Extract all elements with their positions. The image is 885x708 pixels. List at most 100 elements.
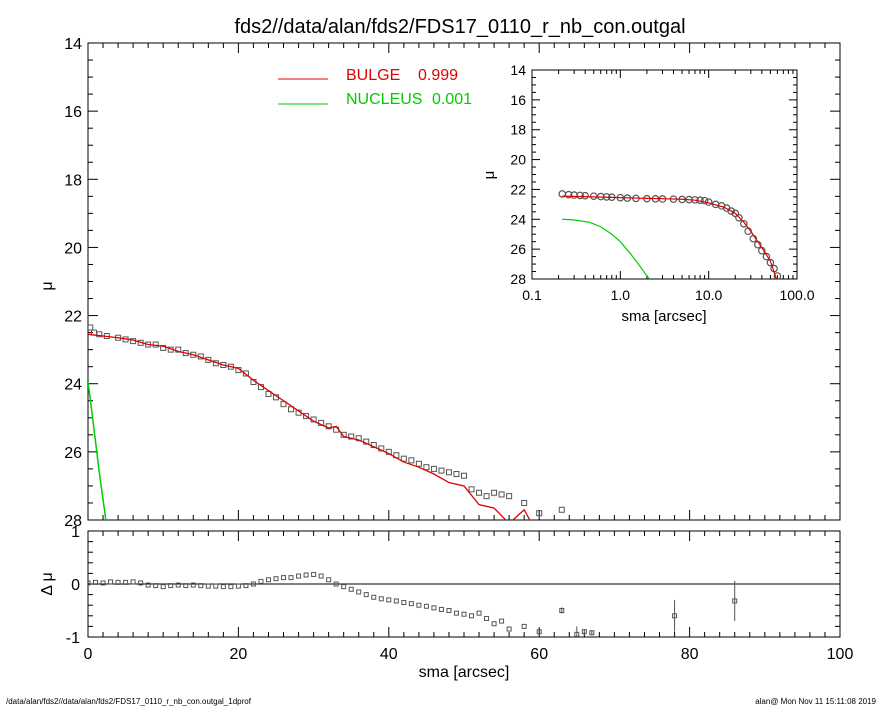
- main-data-point: [642, 523, 647, 528]
- inset-ytick-label: 18: [510, 122, 526, 138]
- inset-xtick-label: 0.1: [522, 287, 542, 303]
- inset-ytick-label: 26: [510, 241, 526, 257]
- residual-xtick-label: 100: [827, 646, 854, 663]
- main-ytick-label: 22: [64, 309, 82, 326]
- residual-point: [461, 611, 467, 617]
- inset-ytick-label: 22: [510, 181, 526, 197]
- residual-point: [408, 601, 414, 607]
- residual-point: [123, 579, 129, 585]
- inset-data-point: [727, 207, 736, 215]
- residual-point: [589, 630, 595, 636]
- inset-data-point: [740, 219, 748, 228]
- legend-bulge-name: BULGE: [346, 67, 400, 84]
- main-data-point: [521, 499, 528, 506]
- main-data-point: [415, 460, 422, 467]
- main-data-point: [348, 433, 355, 440]
- residual-point: [250, 581, 256, 587]
- main-ytick-label: 24: [64, 377, 82, 394]
- residual-xlabel: sma [arcsec]: [419, 664, 510, 681]
- residual-point: [401, 600, 407, 606]
- main-data-point: [88, 324, 94, 331]
- main-data-point: [430, 465, 437, 472]
- main-data-point: [498, 491, 505, 498]
- main-ytick-label: 16: [64, 104, 82, 121]
- main-ytick-label: 18: [64, 172, 82, 189]
- residual-point: [672, 613, 678, 619]
- inset-data-point: [589, 192, 598, 200]
- residual-plot: 10-10 20 40 60 80 100 Δ μ sma [arcsec]: [39, 524, 853, 681]
- residual-point: [506, 626, 512, 632]
- inset-data-point: [731, 209, 740, 218]
- residual-point: [318, 573, 324, 579]
- residual-point: [145, 582, 151, 588]
- legend-nucleus-name: NUCLEUS: [346, 91, 422, 108]
- legend-bulge-value: 0.999: [418, 67, 458, 84]
- main-data-point: [423, 464, 430, 471]
- main-data-point: [303, 413, 310, 420]
- residual-point: [288, 575, 294, 581]
- main-data-point: [476, 489, 483, 496]
- residual-point: [168, 583, 174, 589]
- residual-point: [453, 610, 459, 616]
- main-data-point: [340, 431, 347, 438]
- residual-point: [521, 623, 527, 629]
- residual-point: [138, 580, 144, 586]
- main-ytick-label: 28: [64, 513, 82, 530]
- residual-point: [160, 584, 166, 590]
- chart-title: fds2//data/alan/fds2/FDS17_0110_r_nb_con…: [234, 16, 685, 38]
- inset-bulge-line: [562, 195, 778, 279]
- residual-point: [265, 577, 271, 583]
- main-data-point: [400, 455, 407, 462]
- main-ytick-label: 26: [64, 445, 82, 462]
- residual-point: [536, 629, 542, 635]
- inset-data-point: [581, 191, 589, 200]
- residual-point: [491, 621, 497, 627]
- residual-point: [108, 579, 114, 585]
- residual-point: [190, 582, 196, 588]
- residual-point: [153, 583, 159, 589]
- residual-point: [499, 618, 505, 624]
- main-data-point: [288, 406, 295, 413]
- residual-point: [378, 596, 384, 602]
- residual-point: [183, 583, 189, 589]
- main-data-point: [491, 489, 498, 496]
- residual-ytick-label: -1: [66, 630, 80, 647]
- residual-point: [393, 598, 399, 604]
- main-data-point: [483, 493, 490, 500]
- residual-point: [581, 629, 587, 635]
- residual-point: [100, 580, 106, 586]
- residual-point: [88, 580, 91, 586]
- residual-point: [130, 579, 136, 585]
- inset-xlabel: sma [arcsec]: [621, 308, 706, 325]
- residual-point: [281, 575, 287, 581]
- main-ytick-label: 14: [64, 36, 82, 53]
- inset-ytick-label: 14: [510, 62, 526, 78]
- residual-point: [371, 594, 377, 600]
- inset-data-point: [766, 258, 775, 267]
- residual-point: [198, 583, 204, 589]
- residual-xtick-label: 40: [380, 646, 398, 663]
- main-ylabel: μ: [39, 281, 56, 290]
- residual-point: [213, 583, 219, 589]
- inset-data-point: [564, 190, 573, 199]
- inset-ytick-label: 24: [510, 211, 526, 227]
- main-data-point: [438, 467, 445, 474]
- residual-point: [732, 598, 738, 604]
- residual-xtick-label: 0: [84, 646, 93, 663]
- residual-point: [363, 592, 369, 598]
- residual-point: [386, 597, 392, 603]
- inset-data-point: [576, 191, 584, 200]
- legend: BULGE 0.999 NUCLEUS 0.001: [278, 67, 472, 108]
- main-data-point: [242, 370, 249, 377]
- main-bulge-line: [88, 333, 531, 520]
- inset-data-point: [773, 272, 782, 279]
- inset-ylabel: μ: [481, 171, 498, 180]
- residual-ytick-label: 1: [71, 524, 80, 541]
- residual-point: [431, 605, 437, 611]
- main-data-point: [468, 486, 475, 493]
- inset-plot: 14 16 18 20 22 24 26 280.1 1.0 10.0 100.0 μ sma [a…: [481, 62, 815, 325]
- main-nucleus-line: [88, 381, 107, 520]
- residual-xtick-label: 20: [230, 646, 248, 663]
- inset-xtick-label: 100.0: [779, 287, 814, 303]
